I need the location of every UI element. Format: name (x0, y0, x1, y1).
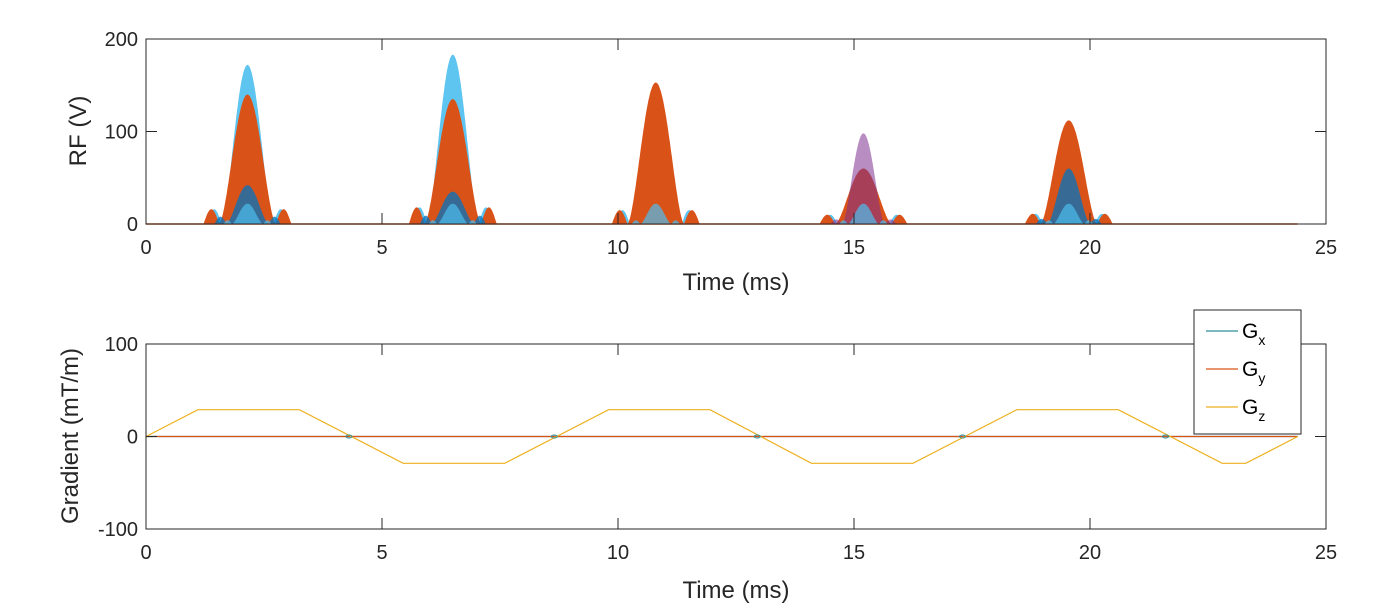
rf-pulse-3 (611, 82, 700, 224)
x-tick-label: 10 (607, 542, 629, 564)
gradient-y-ticks: -100 0 100 (98, 334, 1326, 541)
rf-x-axis-label: Time (ms) (682, 269, 789, 296)
gradient-series-Gz (145, 409, 1298, 464)
gradient-gx-marker (959, 434, 967, 439)
x-tick-label: 20 (1079, 542, 1101, 564)
rf-pulse-orange (611, 82, 700, 224)
gradient-x-ticks: 0 5 10 15 20 25 (140, 344, 1337, 564)
gradient-gx-marker (753, 434, 761, 439)
rf-pulse-blue (1035, 168, 1102, 224)
rf-pulse-4 (819, 133, 908, 224)
y-tick-label: 200 (105, 29, 138, 51)
x-tick-label: 25 (1315, 237, 1337, 259)
x-tick-label: 0 (140, 237, 151, 259)
x-tick-label: 5 (376, 542, 387, 564)
rf-pulse-1 (203, 64, 292, 225)
gradient-gx-marker (345, 434, 353, 439)
legend-label-z: Gz (1242, 396, 1265, 424)
rf-axes: 0 5 10 15 20 25 0 100 200 Time (ms) RF (V) (65, 29, 1337, 296)
rf-pulse-inner (428, 203, 477, 224)
legend-label-y: Gy (1242, 358, 1265, 386)
rf-x-ticks: 0 5 10 15 20 25 (140, 39, 1337, 259)
y-tick-label: 100 (105, 122, 138, 144)
x-tick-label: 25 (1315, 542, 1337, 564)
x-tick-label: 15 (843, 542, 865, 564)
x-tick-label: 5 (376, 237, 387, 259)
y-tick-label: 0 (127, 427, 138, 449)
legend-label-x: Gx (1242, 320, 1265, 348)
rf-pulse-blue (830, 133, 897, 224)
rf-pulse-inner (223, 203, 272, 224)
rf-pulse-inner (631, 203, 680, 224)
rf-pulse-2 (408, 54, 497, 225)
y-tick-label: 0 (127, 214, 138, 236)
gradient-legend: Gx Gy Gz (1193, 309, 1302, 435)
rf-y-axis-label: RF (V) (65, 96, 92, 167)
rf-plot-area (146, 39, 1326, 224)
rf-pulse-orange (203, 94, 292, 224)
x-tick-label: 20 (1079, 237, 1101, 259)
gradient-lines (145, 409, 1298, 464)
rf-pulse-5 (1024, 120, 1113, 224)
gradient-y-axis-label: Gradient (mT/m) (57, 348, 84, 524)
y-tick-label: -100 (98, 519, 138, 541)
gradient-x-axis-label: Time (ms) (682, 577, 789, 604)
gradient-gx-marker (550, 434, 558, 439)
x-tick-label: 0 (140, 542, 151, 564)
rf-pulse-orange (408, 99, 497, 224)
gradient-gx-marker (1162, 434, 1170, 439)
y-tick-label: 100 (105, 334, 138, 356)
rf-pulse-inner (1044, 203, 1093, 224)
rf-pulse-inner (839, 203, 888, 224)
rf-y-ticks: 0 100 200 (105, 29, 1326, 236)
x-tick-label: 15 (843, 237, 865, 259)
x-tick-label: 10 (607, 237, 629, 259)
rf-pulses (146, 54, 1298, 225)
